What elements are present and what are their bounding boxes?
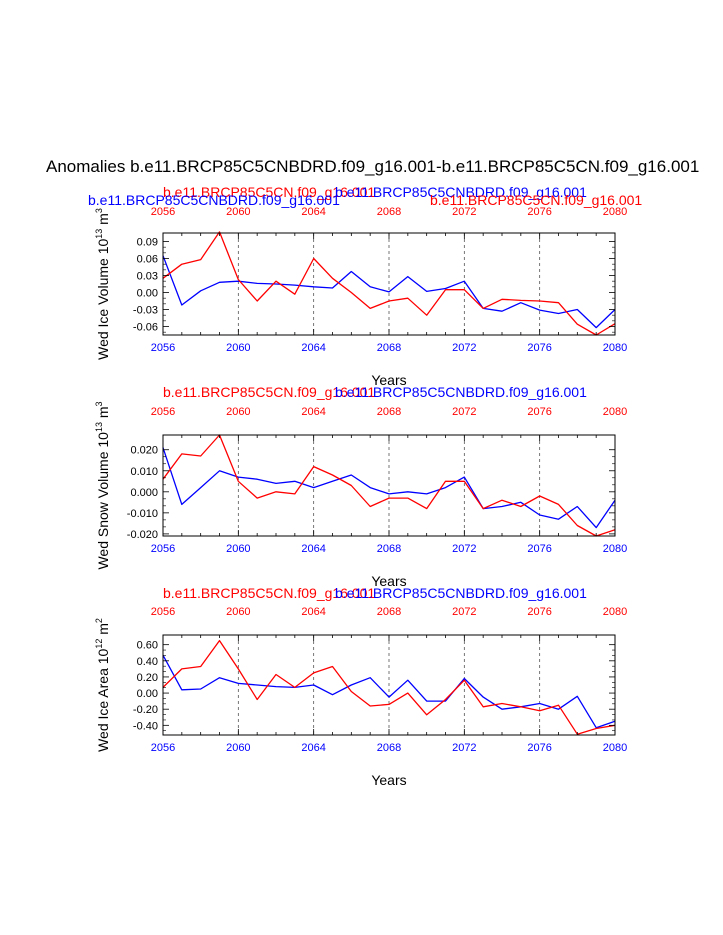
- y-axis-label-text: m: [95, 213, 111, 229]
- x-axis-label: Years: [371, 573, 406, 589]
- y-tick-label: 0.03: [137, 271, 158, 283]
- run-label: b.e11.BRCP85C5CNBDRD.f09_g16.001: [335, 384, 587, 400]
- x-tick-label: 2068: [377, 543, 401, 555]
- x-tick-label-top: 2072: [452, 606, 476, 618]
- run-label: b.e11.BRCP85C5CN.f09_g16.001: [163, 184, 375, 200]
- y-axis-label-superscript: 3: [94, 401, 104, 406]
- x-tick-label: 2060: [226, 342, 250, 354]
- panel-2: 0.020 0.010 0.000 -0.010 -0.020 2056 2056 2060 2…: [94, 384, 627, 589]
- x-tick-label: 2068: [377, 342, 401, 354]
- panel-1: 0.09 0.06 0.03 0.00 -0.03 -0.06 2056 2056 2060 20…: [88, 184, 642, 388]
- figure-title: Anomalies b.e11.BRCP85C5CNBDRD.f09_g16.0…: [46, 157, 699, 176]
- x-tick-label-top: 2076: [527, 406, 551, 418]
- y-axis-label-text: m: [95, 623, 111, 639]
- y-tick-label: 0.000: [130, 487, 158, 499]
- y-axis-label-superscript: 13: [94, 422, 104, 432]
- x-axis-label: Years: [371, 772, 406, 788]
- x-tick-label-top: 2060: [226, 206, 250, 218]
- x-tick-label: 2076: [527, 543, 551, 555]
- x-tick-label-top: 2076: [527, 206, 551, 218]
- series-line-cn: [162, 231, 616, 336]
- y-axis-label-superscript: 3: [94, 208, 104, 213]
- y-axis-label-superscript: 2: [94, 618, 104, 623]
- x-tick-label: 2064: [301, 342, 325, 354]
- run-label: b.e11.BRCP85C5CN.f09_g16.001: [163, 585, 375, 601]
- y-axis-label-text: Wed Snow Volume 10: [95, 432, 111, 570]
- x-tick-label-top: 2068: [377, 206, 401, 218]
- x-tick-label-top: 2080: [603, 606, 627, 618]
- x-tick-label-top: 2068: [377, 406, 401, 418]
- y-tick-label: 0.09: [137, 237, 158, 249]
- x-tick-label: 2056: [151, 742, 175, 754]
- x-tick-label-top: 2060: [226, 406, 250, 418]
- series-line-cn: [162, 434, 616, 537]
- y-tick-label: 0.20: [137, 672, 158, 684]
- x-tick-label-top: 2056: [151, 206, 175, 218]
- y-tick-label: -0.03: [133, 305, 158, 317]
- run-label: b.e11.BRCP85C5CNBDRD.f09_g16.001: [335, 585, 587, 601]
- x-axis-label: Years: [371, 372, 406, 388]
- x-tick-label: 2060: [226, 543, 250, 555]
- x-tick-label: 2064: [301, 742, 325, 754]
- y-axis-label-text: Wed Ice Area 10: [95, 648, 111, 751]
- x-tick-label-top: 2080: [603, 406, 627, 418]
- series-line-bdrd: [162, 447, 616, 529]
- x-tick-label: 2072: [452, 742, 476, 754]
- x-tick-label-top: 2072: [452, 406, 476, 418]
- y-tick-label: 0.00: [137, 688, 158, 700]
- y-tick-label: 0.40: [137, 656, 158, 668]
- x-tick-label: 2080: [603, 742, 627, 754]
- y-axis-label-superscript: 12: [94, 639, 104, 649]
- x-tick-label-top: 2076: [527, 606, 551, 618]
- x-tick-label: 2076: [527, 742, 551, 754]
- x-tick-label: 2080: [603, 543, 627, 555]
- x-tick-label: 2076: [527, 342, 551, 354]
- y-axis-label: Wed Ice Area 1012 m2: [94, 618, 111, 752]
- y-tick-label: 0.60: [137, 640, 158, 652]
- x-tick-label: 2072: [452, 342, 476, 354]
- x-tick-label: 2056: [151, 342, 175, 354]
- series-line-bdrd: [162, 654, 616, 729]
- run-label: b.e11.BRCP85C5CN.f09_g16.001: [430, 192, 642, 208]
- y-tick-label: -0.06: [133, 322, 158, 334]
- series-line-bdrd: [162, 255, 616, 329]
- run-label: b.e11.BRCP85C5CNBDRD.f09_g16.001: [88, 192, 340, 208]
- run-label: b.e11.BRCP85C5CN.f09_g16.001: [163, 384, 375, 400]
- x-tick-label: 2068: [377, 742, 401, 754]
- panel-3: 0.60 0.40 0.20 0.00 -0.20 -0.40 2056 2056 2060 20…: [94, 585, 627, 788]
- y-axis-label: Wed Snow Volume 1013 m3: [94, 401, 111, 569]
- x-tick-label: 2064: [301, 543, 325, 555]
- x-tick-label-top: 2064: [301, 406, 325, 418]
- y-tick-label: -0.010: [127, 508, 158, 520]
- y-tick-label: -0.40: [133, 720, 158, 732]
- series-line-cn: [162, 639, 616, 735]
- y-axis-label-text: Wed Ice Volume 10: [95, 239, 111, 360]
- x-tick-label: 2080: [603, 342, 627, 354]
- y-tick-label: 0.06: [137, 254, 158, 266]
- y-tick-label: 0.00: [137, 288, 158, 300]
- x-tick-label: 2072: [452, 543, 476, 555]
- y-tick-label: 0.020: [130, 445, 158, 457]
- y-axis-label-text: m: [95, 406, 111, 422]
- y-axis-label-superscript: 13: [94, 229, 104, 239]
- x-tick-label-top: 2060: [226, 606, 250, 618]
- x-tick-label-top: 2064: [301, 606, 325, 618]
- run-label: b.e11.BRCP85C5CNBDRD.f09_g16.001: [335, 184, 587, 200]
- x-tick-label-top: 2064: [301, 206, 325, 218]
- x-tick-label: 2060: [226, 742, 250, 754]
- y-tick-label: 0.010: [130, 466, 158, 478]
- y-axis-label: Wed Ice Volume 1013 m3: [94, 208, 111, 360]
- x-tick-label-top: 2072: [452, 206, 476, 218]
- x-tick-label: 2056: [151, 543, 175, 555]
- x-tick-label-top: 2080: [603, 206, 627, 218]
- x-tick-label-top: 2056: [151, 606, 175, 618]
- y-tick-label: -0.020: [127, 529, 158, 541]
- y-tick-label: -0.20: [133, 704, 158, 716]
- x-tick-label-top: 2056: [151, 406, 175, 418]
- x-tick-label-top: 2068: [377, 606, 401, 618]
